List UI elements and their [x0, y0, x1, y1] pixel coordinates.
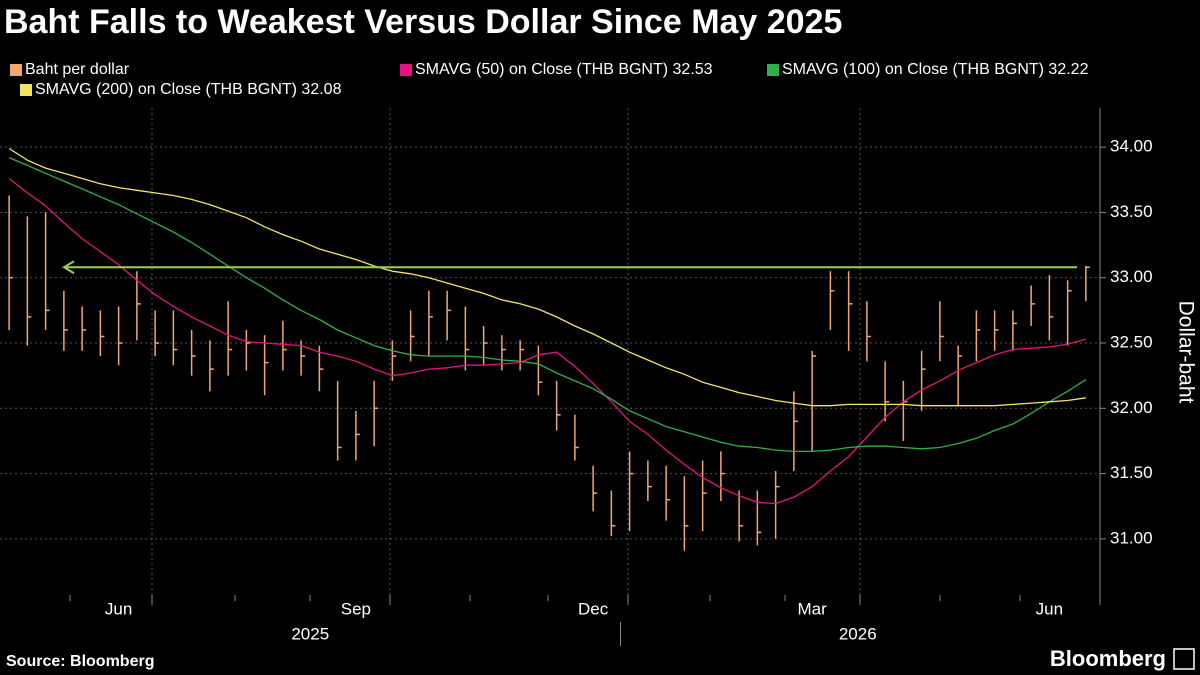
y-axis-title: Dollar-baht [1174, 301, 1197, 404]
x-tick-label: Jun [105, 599, 132, 618]
y-tick-label: 33.00 [1110, 267, 1153, 286]
x-tick-label: Jun [1036, 599, 1063, 618]
brand: Bloomberg [1050, 646, 1166, 671]
brand-icon [1173, 648, 1195, 670]
legend-label: SMAVG (100) on Close (THB BGNT) 32.22 [782, 61, 1089, 78]
source: Source: Bloomberg [6, 653, 154, 670]
legend-label: Baht per dollar [25, 61, 130, 78]
y-tick-label: 32.50 [1110, 332, 1153, 351]
legend-swatch [10, 64, 22, 76]
y-tick-label: 34.00 [1110, 137, 1153, 156]
x-tick-label: Sep [341, 599, 371, 618]
moving-average-line [8, 147, 1086, 407]
x-group-label: 2026 [839, 624, 877, 643]
x-tick-label: Mar [797, 599, 827, 618]
legend-swatch [20, 84, 32, 96]
legend-label: SMAVG (50) on Close (THB BGNT) 32.53 [415, 61, 713, 78]
legend-label: SMAVG (200) on Close (THB BGNT) 32.08 [35, 81, 342, 98]
moving-average-line [8, 177, 1087, 505]
y-tick-label: 31.00 [1110, 528, 1153, 547]
moving-average-line [8, 157, 1087, 453]
reference-arrowhead [62, 260, 75, 275]
month-ticks [69, 595, 1101, 605]
y-tick-label: 32.00 [1110, 398, 1153, 417]
y-tick-label: 33.50 [1110, 202, 1153, 221]
chart-title: Baht Falls to Weakest Versus Dollar Sinc… [4, 3, 842, 41]
quarter-grid [151, 108, 861, 595]
legend-swatch [400, 64, 412, 76]
y-tick-label: 31.50 [1110, 463, 1153, 482]
x-tick-label: Dec [578, 599, 609, 618]
legend-swatch [767, 64, 779, 76]
x-group-label: 2025 [291, 624, 329, 643]
